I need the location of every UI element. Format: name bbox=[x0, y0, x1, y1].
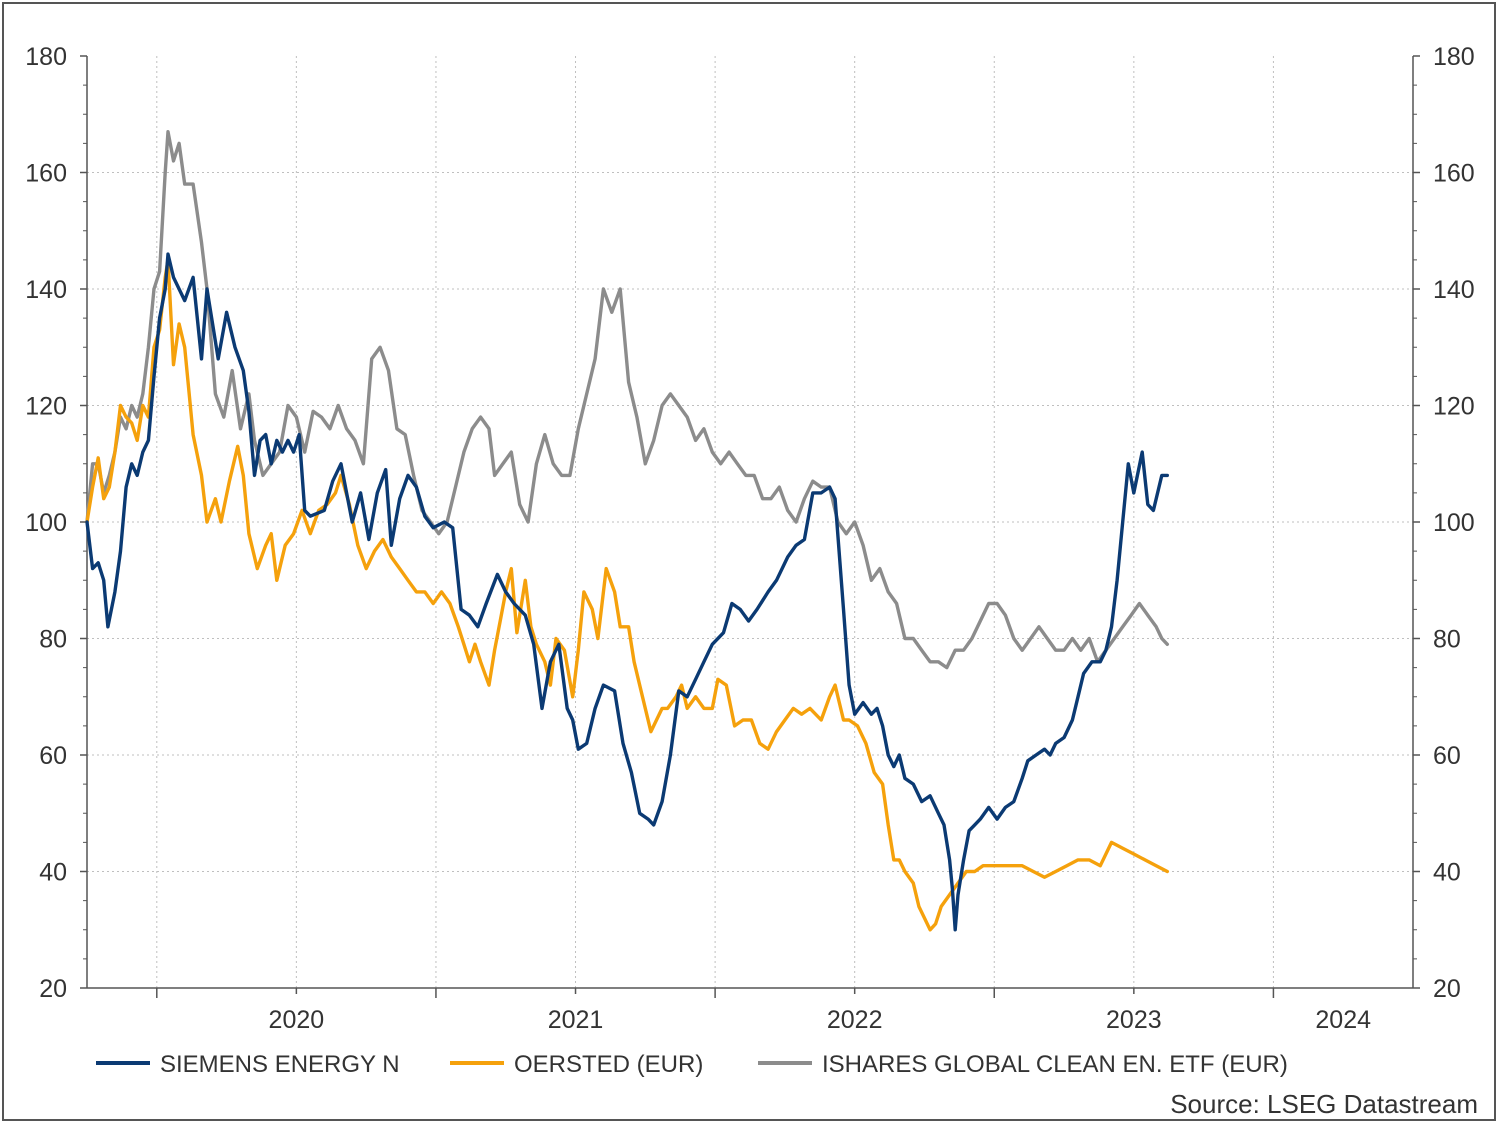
y-tick-label-right: 20 bbox=[1433, 975, 1461, 1003]
y-tick-label-left: 120 bbox=[25, 393, 67, 421]
x-tick-label: 2020 bbox=[269, 1006, 325, 1034]
x-tick-label: 2022 bbox=[827, 1006, 883, 1034]
y-tick-label-right: 60 bbox=[1433, 742, 1461, 770]
y-tick-label-right: 140 bbox=[1433, 276, 1475, 304]
y-tick-label-left: 180 bbox=[25, 43, 67, 71]
y-tick-label-left: 40 bbox=[39, 859, 67, 887]
legend: SIEMENS ENERGY N OERSTED (EUR) ISHARES GLO… bbox=[96, 1051, 1288, 1078]
series-line-siemens-energy-n bbox=[85, 252, 1169, 932]
legend-label-oersted-eur: OERSTED (EUR) bbox=[514, 1051, 703, 1078]
legend-label-siemens-energy-n: SIEMENS ENERGY N bbox=[160, 1051, 400, 1078]
x-tick-label: 2021 bbox=[548, 1006, 604, 1034]
y-tick-label-right: 80 bbox=[1433, 626, 1461, 654]
x-tick-label: 2024 bbox=[1315, 1006, 1371, 1034]
series-lines bbox=[85, 130, 1169, 932]
y-tick-label-right: 40 bbox=[1433, 859, 1461, 887]
source-note: Source: LSEG Datastream bbox=[1170, 1089, 1478, 1119]
series-line-oersted-eur bbox=[85, 258, 1169, 932]
y-tick-label-left: 20 bbox=[39, 975, 67, 1003]
y-tick-label-right: 100 bbox=[1433, 509, 1475, 537]
legend-label-ishares-global-clean-en-etf-eur: ISHARES GLOBAL CLEAN EN. ETF (EUR) bbox=[822, 1051, 1288, 1078]
y-tick-label-left: 140 bbox=[25, 276, 67, 304]
y-tick-label-left: 160 bbox=[25, 160, 67, 188]
y-tick-label-right: 160 bbox=[1433, 160, 1475, 188]
y-tick-label-right: 180 bbox=[1433, 43, 1475, 71]
gridlines bbox=[87, 56, 1413, 988]
y-tick-label-left: 60 bbox=[39, 742, 67, 770]
series-line-ishares-global-clean-en-etf-eur bbox=[85, 130, 1169, 670]
x-tick-label: 2023 bbox=[1106, 1006, 1162, 1034]
y-tick-label-right: 120 bbox=[1433, 393, 1475, 421]
y-tick-label-left: 100 bbox=[25, 509, 67, 537]
y-tick-label-left: 80 bbox=[39, 626, 67, 654]
